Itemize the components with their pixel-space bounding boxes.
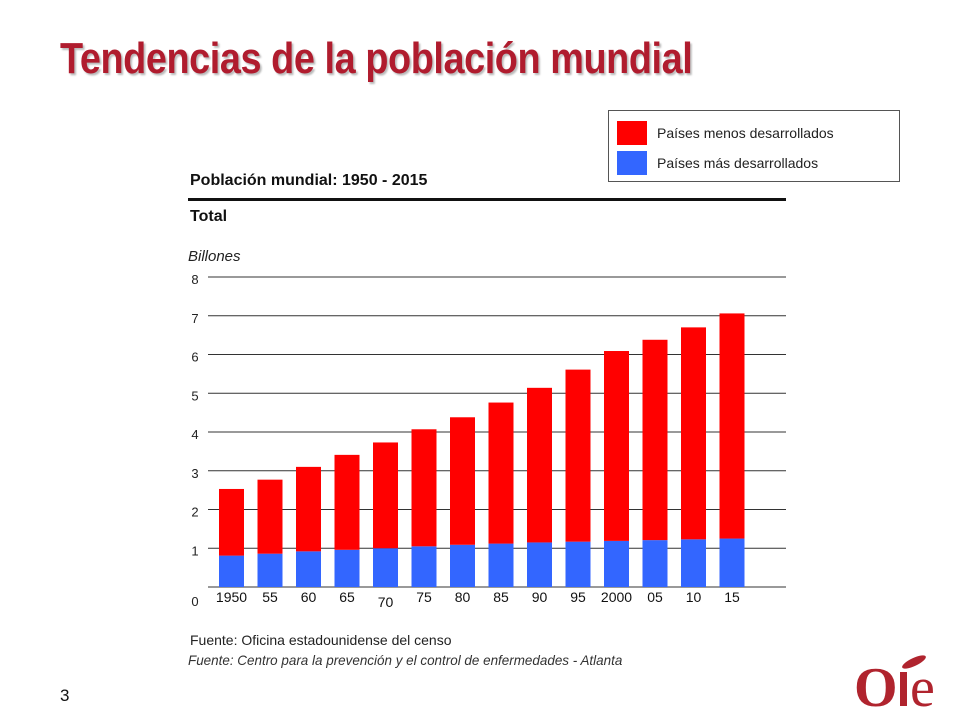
y-tick-label: 1 (191, 543, 198, 558)
bar-less-developed (257, 479, 283, 554)
bar-more-developed (257, 553, 283, 587)
y-tick-label: 0 (191, 594, 198, 609)
oie-logo-o: O (854, 657, 898, 716)
page-number: 3 (60, 686, 70, 705)
page-title: Tendencias de la población mundial (60, 34, 693, 83)
bar-more-developed (719, 538, 745, 587)
bar-more-developed (373, 548, 398, 587)
legend-swatch-more-developed (617, 151, 647, 175)
x-tick-label: 90 (532, 589, 548, 605)
x-tick-label: 95 (570, 589, 586, 605)
bar-less-developed (411, 429, 437, 547)
source-note-cdc: Fuente: Centro para la prevención y el c… (188, 652, 623, 668)
y-tick-label: 5 (191, 388, 198, 403)
y-axis-units-label: Billones (188, 248, 241, 265)
section-label: Total (190, 208, 228, 225)
x-tick-label: 10 (686, 589, 702, 605)
bar-more-developed (604, 540, 629, 587)
x-tick-label: 80 (455, 589, 471, 605)
bar-less-developed (450, 417, 475, 545)
bar-less-developed (334, 454, 360, 550)
oie-logo-i-stem (900, 672, 907, 706)
x-tick-label: 70 (378, 594, 394, 610)
bar-less-developed (642, 339, 668, 541)
bar-less-developed (604, 351, 629, 541)
x-tick-label: 75 (416, 589, 432, 605)
oie-logo-i-dot (902, 655, 926, 669)
title-divider (188, 198, 786, 201)
bar-more-developed (450, 544, 475, 587)
bar-more-developed (527, 542, 552, 587)
bar-less-developed (219, 488, 244, 556)
y-tick-label: 6 (191, 350, 198, 365)
y-tick-label: 2 (191, 505, 198, 520)
x-tick-label: 1950 (216, 589, 247, 605)
y-tick-label: 8 (191, 272, 198, 287)
x-tick-label: 85 (493, 589, 509, 605)
y-tick-label: 3 (191, 466, 198, 481)
bar-more-developed (219, 555, 244, 587)
chart-title: Población mundial: 1950 - 2015 (190, 172, 428, 189)
chart-legend: Países menos desarrollados Países más de… (608, 110, 900, 182)
bar-more-developed (334, 549, 360, 587)
bar-more-developed (642, 540, 668, 587)
x-tick-label: 65 (339, 589, 355, 605)
bar-more-developed (681, 539, 706, 587)
legend-label-more-developed: Países más desarrollados (657, 155, 819, 171)
x-tick-label: 60 (301, 589, 317, 605)
bar-more-developed (488, 543, 514, 587)
bar-less-developed (719, 313, 745, 539)
source-note-census: Fuente: Oficina estadounidense del censo (190, 632, 452, 648)
bar-more-developed (565, 541, 591, 587)
oie-logo: O e (854, 655, 935, 716)
bar-less-developed (681, 327, 706, 540)
x-tick-label: 15 (724, 589, 740, 605)
bar-less-developed (488, 402, 514, 544)
bar-less-developed (373, 442, 398, 549)
y-tick-label: 4 (191, 427, 198, 442)
bar-less-developed (527, 387, 552, 543)
y-tick-label: 7 (191, 311, 198, 326)
legend-label-less-developed: Países menos desarrollados (657, 125, 834, 141)
x-tick-label: 2000 (601, 589, 632, 605)
legend-swatch-less-developed (617, 121, 647, 145)
bar-more-developed (411, 546, 437, 587)
x-tick-label: 55 (262, 589, 278, 605)
bar-less-developed (565, 369, 591, 542)
bar-more-developed (296, 551, 321, 587)
oie-logo-e: e (910, 657, 935, 716)
x-tick-label: 05 (647, 589, 663, 605)
bar-less-developed (296, 466, 321, 552)
